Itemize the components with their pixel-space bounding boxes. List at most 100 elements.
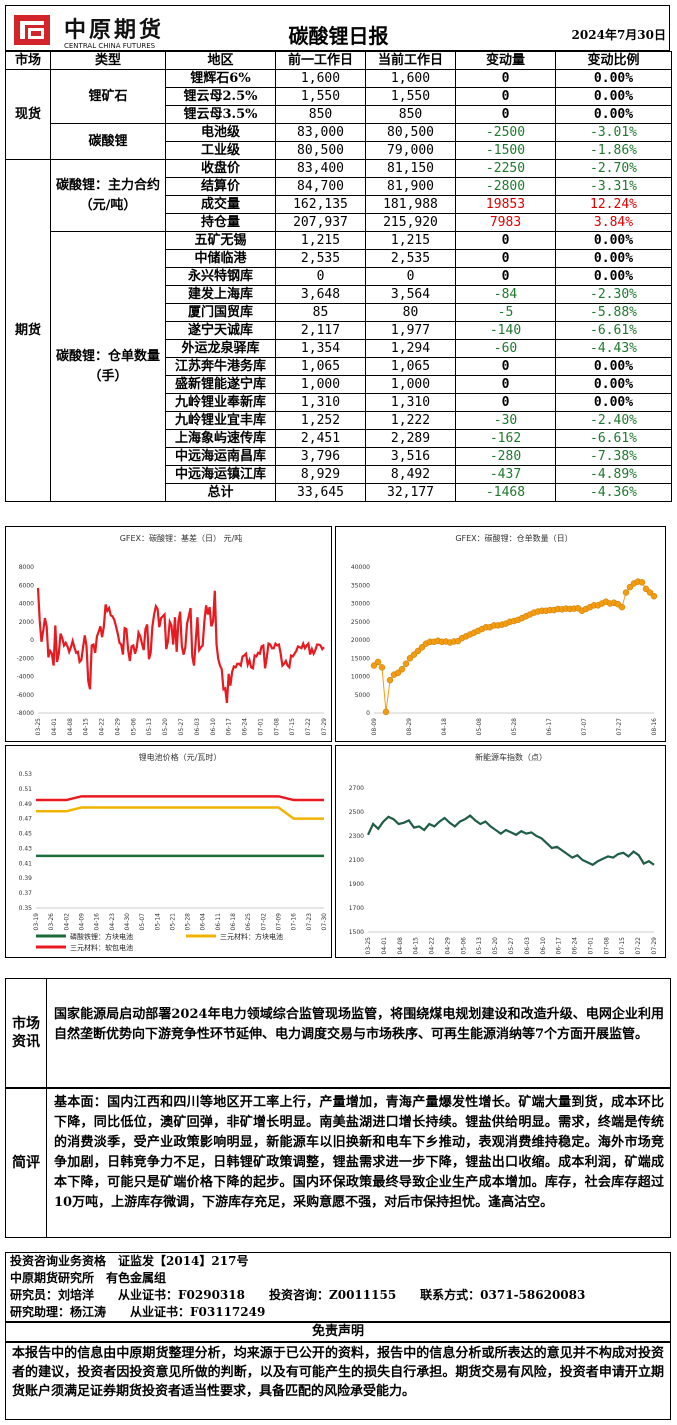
prev-value-cell: 84,700: [275, 177, 366, 196]
disclaimer-text: 本报告中的信息由中原期货整理分析，均来源于已公开的资料，报告中的信息分析或所表达…: [5, 1342, 671, 1420]
region-cell: 建发上海库: [165, 285, 276, 304]
basis-y-tick: 0: [30, 637, 34, 644]
battery-x-tick: 05-21: [169, 913, 176, 931]
report-date: 2024年7月30日: [571, 28, 666, 42]
curr-value-cell: 1,065: [365, 357, 456, 376]
nev-x-tick: 07-22: [635, 937, 642, 955]
change-pct-cell: -4.43%: [555, 339, 672, 358]
report-header: 中原期货 CENTRAL CHINA FUTURES 碳酸锂日报 2024年7月…: [5, 5, 670, 51]
institute-line: 中原期货研究所 有色金属组: [10, 1271, 167, 1285]
logo-en-text: CENTRAL CHINA FUTURES: [64, 42, 156, 50]
prev-value-cell: 3,648: [275, 285, 366, 304]
commentary-section: 简评 基本面：国内江西和四川等地区开工率上行，产量增加，青海产量爆发性增长。矿端…: [5, 1088, 671, 1238]
basis-x-tick: 04-01: [51, 718, 58, 736]
prev-value-cell: 850: [275, 105, 366, 124]
basis-y-tick: -6000: [17, 692, 35, 699]
change-cell: 0: [455, 87, 556, 106]
warrant-data-point: [414, 647, 422, 655]
change-pct-cell: 0.00%: [555, 375, 672, 394]
region-cell: 九岭锂业宜丰库: [165, 411, 276, 430]
basis-x-tick: 05-13: [146, 718, 153, 736]
change-cell: 0: [455, 231, 556, 250]
battery-y-tick: 0.53: [19, 771, 33, 778]
warrant-y-tick: 35000: [351, 582, 370, 589]
change-pct-cell: -3.01%: [555, 123, 672, 142]
warrant-data-point: [410, 651, 418, 658]
battery-x-tick: 07-02: [260, 913, 267, 931]
change-cell: 0: [455, 267, 556, 286]
table-row: 中远海运镇江库 8,929 8,492 -437 -4.89%: [6, 465, 672, 484]
change-pct-cell: 0.00%: [555, 87, 672, 106]
warrant-chart-panel: GFEX：碳酸锂：仓单数量（日） 40000 35000 30000 25000 2000…: [335, 526, 666, 742]
battery-y-tick: 0.47: [19, 816, 33, 823]
nev-x-tick: 06-10: [540, 937, 547, 955]
change-cell: 0: [455, 249, 556, 268]
basis-x-tick: 06-24: [242, 718, 249, 736]
col-header-change: 变动量: [455, 51, 556, 70]
warrant-x-tick: 05-08: [476, 718, 483, 736]
type-cell: 碳酸锂：主力合约（元/吨）: [50, 159, 166, 232]
warrant-y-tick: 0: [366, 710, 370, 717]
region-cell: 结算价: [165, 177, 276, 196]
battery-y-tick: 0.45: [19, 831, 33, 838]
battery-x-tick: 07-30: [321, 913, 328, 931]
warrant-chart-title: GFEX：碳酸锂：仓单数量（日）: [455, 533, 572, 543]
change-cell: 0: [455, 69, 556, 88]
curr-value-cell: 1,310: [365, 393, 456, 412]
curr-value-cell: 181,988: [365, 195, 456, 214]
table-header-row: 市场 类型 地区 前一工作日 当前工作日 变动量 变动比例: [5, 51, 672, 70]
nev-chart-title: 新能源车指数（点）: [475, 752, 547, 762]
basis-y-tick: 8000: [19, 564, 34, 571]
price-data-table: 市场 类型 地区 前一工作日 当前工作日 变动量 变动比例 现货 锂矿石 锂辉石6%…: [5, 51, 672, 502]
battery-x-tick: 04-09: [78, 913, 85, 931]
basis-x-tick: 05-20: [162, 718, 169, 736]
prev-value-cell: 85: [275, 303, 366, 322]
battery-y-tick: 0.51: [19, 786, 33, 793]
change-pct-cell: -3.31%: [555, 177, 672, 196]
change-cell: 0: [455, 105, 556, 124]
prev-value-cell: 1,354: [275, 339, 366, 358]
warrant-y-tick: 25000: [351, 619, 370, 626]
prev-value-cell: 0: [275, 267, 366, 286]
basis-x-tick: 07-29: [321, 718, 328, 736]
change-pct-cell: 12.24%: [555, 195, 672, 214]
nev-y-tick: 1500: [349, 929, 364, 936]
region-cell: 电池级: [165, 123, 276, 142]
nev-x-tick: 04-22: [429, 937, 436, 955]
battery-x-tick: 04-30: [124, 913, 131, 931]
region-cell: 锂云母2.5%: [165, 87, 276, 106]
warrant-x-tick: 08-09: [371, 718, 378, 736]
researcher-line: 研究员：刘培洋 从业证书：F0290318 投资咨询：Z0011155 联系方式…: [10, 1288, 586, 1302]
region-cell: 持仓量: [165, 213, 276, 232]
change-cell: -1468: [455, 483, 556, 502]
warrant-x-tick: 04-18: [441, 718, 448, 736]
basis-x-tick: 04-22: [99, 718, 106, 736]
battery-x-tick: 07-16: [291, 913, 298, 931]
battery-x-tick: 07-09: [276, 913, 283, 931]
basis-x-tick: 06-10: [210, 718, 217, 736]
battery-y-tick: 0.49: [19, 801, 33, 808]
region-cell: 中远海运镇江库: [165, 465, 276, 484]
basis-x-tick: 07-08: [273, 718, 280, 736]
nev-y-tick: 2100: [349, 857, 364, 864]
battery-x-tick: 07-23: [306, 913, 313, 931]
nev-x-tick: 06-24: [572, 937, 579, 955]
battery-x-tick: 05-14: [154, 913, 161, 931]
change-cell: 0: [455, 357, 556, 376]
nev-series-line: [367, 814, 655, 867]
curr-value-cell: 1,215: [365, 231, 456, 250]
basis-x-tick: 03-25: [35, 718, 42, 736]
warrant-y-tick: 20000: [351, 637, 370, 644]
table-row: 碳酸锂 电池级 83,000 80,500 -2500 -3.01%: [6, 123, 672, 160]
change-cell: -162: [455, 429, 556, 448]
col-header-market: 市场: [5, 51, 51, 70]
change-cell: -5: [455, 303, 556, 322]
basis-x-tick: 04-29: [114, 718, 121, 736]
warrant-data-point: [622, 589, 630, 596]
warrant-data-point: [402, 660, 410, 667]
nev-index-chart-panel: 新能源车指数（点） 2700 2500 2300 2100 1900 1700 1500 03-…: [335, 745, 666, 958]
basis-x-tick: 07-01: [257, 718, 264, 736]
basis-y-tick: 4000: [19, 601, 34, 608]
table-row: 盛新锂能遂宁库 1,000 1,000 0 0.00%: [6, 375, 672, 394]
battery-y-tick: 0.37: [19, 890, 33, 897]
